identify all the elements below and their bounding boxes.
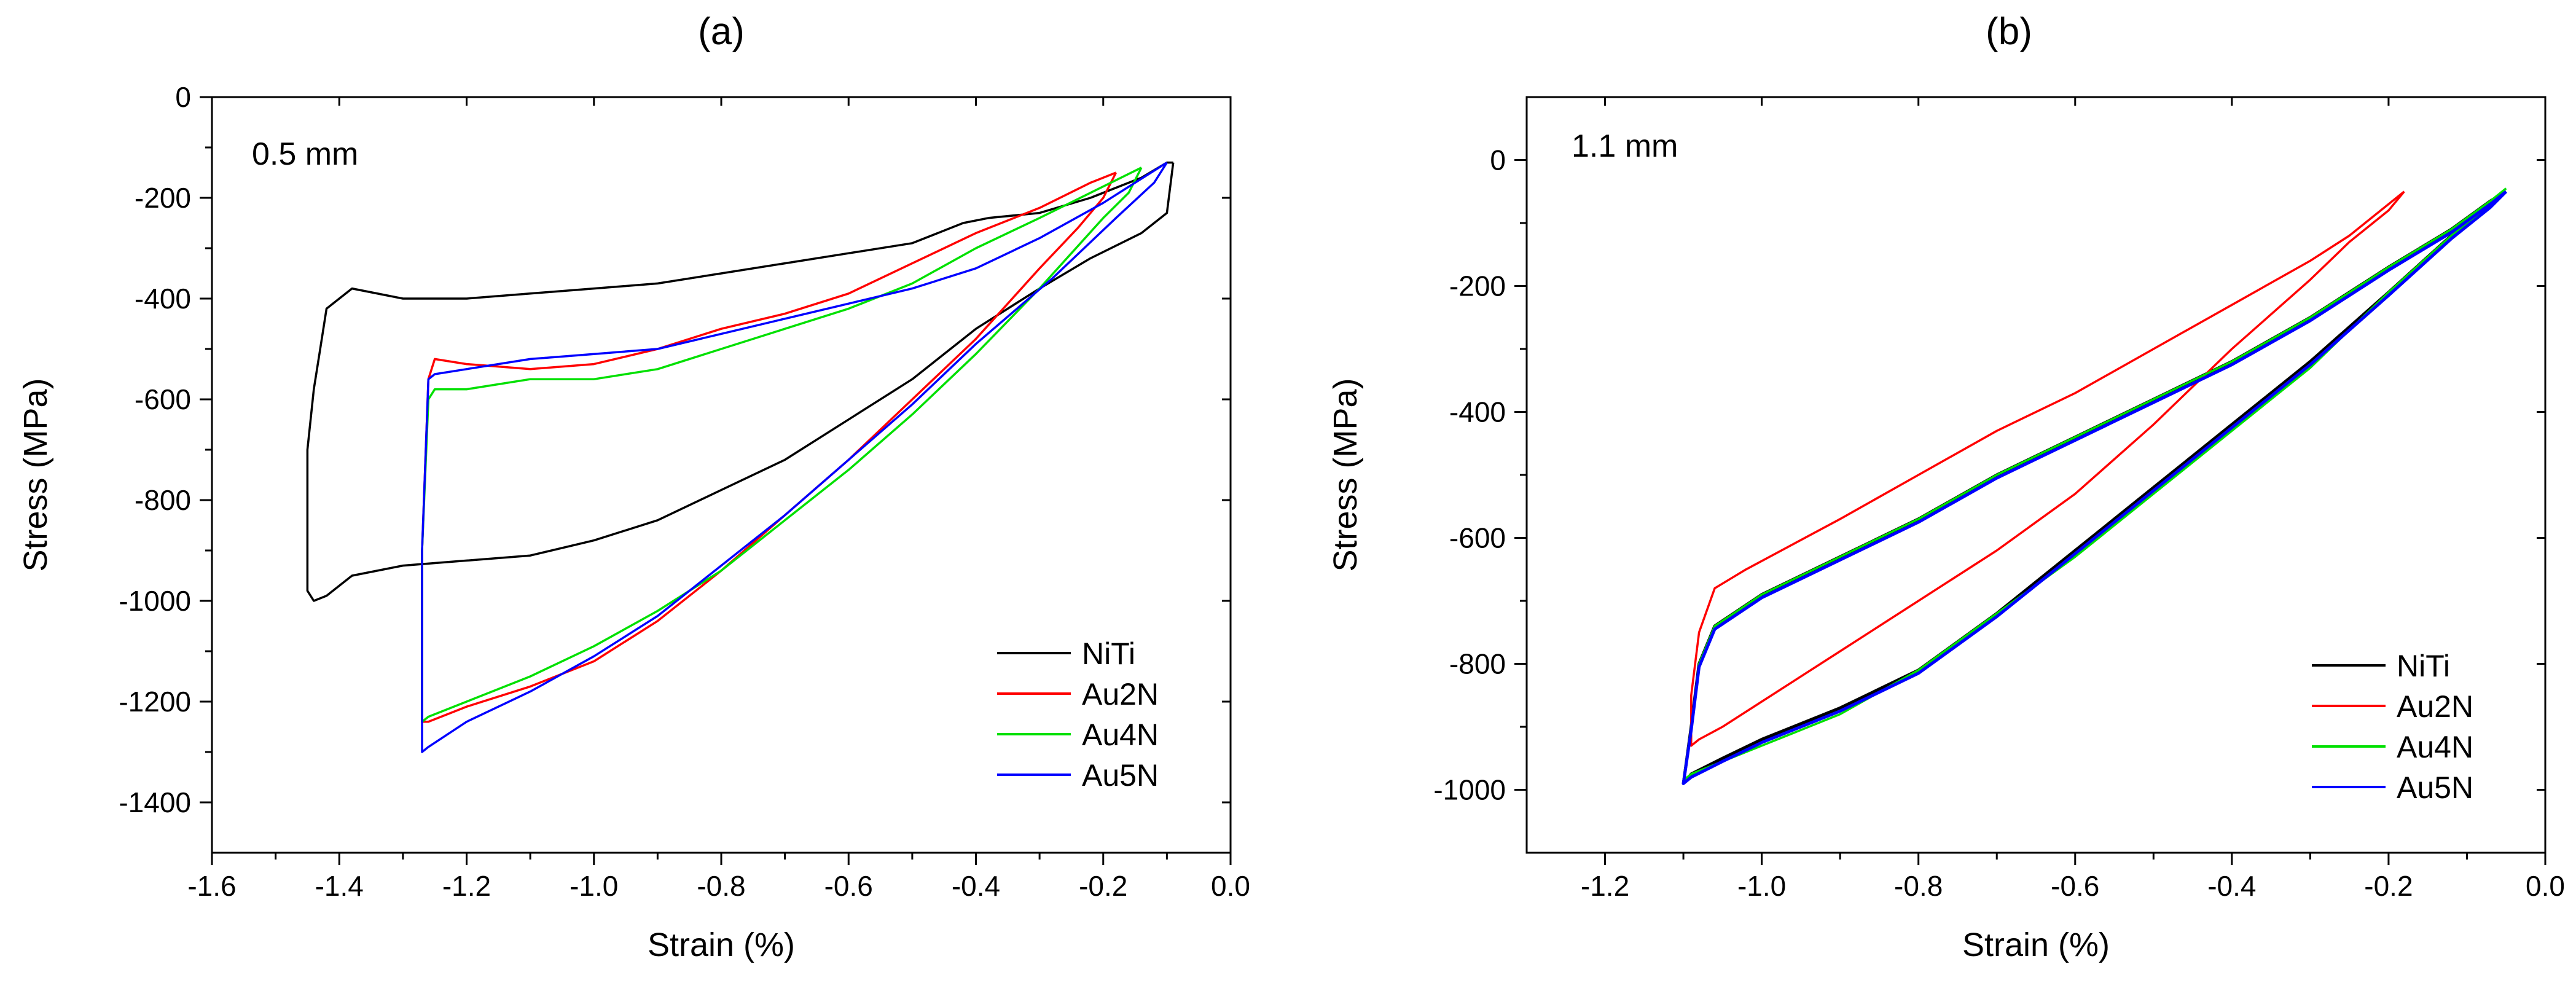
y-tick-label: -800 [1449,648,1506,680]
series-line-niti [1681,190,2507,785]
y-tick-label: -400 [1449,396,1506,428]
x-tick-label: -0.4 [952,870,1000,902]
x-tick-label: -0.2 [2364,870,2413,902]
chart-panel-b: (b) -1.2 -1.0 -0.8 -0.6 -0.4 -0.2 0.0 0 -200 -400 -… [1327,10,2565,963]
x-tick-label: -0.6 [2051,870,2099,902]
y-tick-label: -1000 [119,585,191,617]
y-tick-label: -400 [135,283,191,315]
legend-label-au5n: Au5N [2397,770,2473,805]
panel-label: (a) [698,10,745,53]
x-tick-label: -0.6 [824,870,873,902]
x-tick-label: 0.0 [2526,870,2565,902]
chart-panel-a: (a) -1.6 -1.4 -1.2 -1.0 -0.8 -0.6 -0.4 -0.2 0.0 0 -… [17,10,1250,963]
x-tick-label: -0.8 [697,870,745,902]
y-tick-label: 0 [175,81,191,113]
legend-label-au4n: Au4N [2397,730,2473,764]
y-tick-label: -1200 [119,686,191,718]
series-line-au5n [421,162,1168,753]
thickness-annotation: 0.5 mm [252,136,358,172]
plot-frame [1525,96,2547,854]
series-line-niti [306,161,1175,602]
legend-label-niti: NiTi [2397,649,2450,683]
x-tick-label: -1.4 [315,870,364,902]
x-tick-label: 0.0 [1211,870,1250,902]
y-tick-label: 0 [1490,144,1506,176]
y-tick-label: -600 [1449,522,1506,554]
legend-label-au4n: Au4N [1082,718,1159,752]
y-tick-label: -200 [135,182,191,214]
y-axis-title: Stress (MPa) [17,378,54,571]
x-tick-label: -0.4 [2207,870,2256,902]
y-tick-label: -800 [135,484,191,516]
legend-label-niti: NiTi [1082,636,1135,671]
y-tick-label: -1400 [119,786,191,818]
x-tick-label: -1.2 [442,870,491,902]
y-tick-label: -1000 [1433,774,1506,806]
series-line-au5n [1681,190,2507,785]
x-axis-title: Strain (%) [648,926,795,963]
series-line-au4n [421,166,1143,723]
legend-label-au2n: Au2N [1082,677,1159,711]
x-tick-label: -1.6 [187,870,236,902]
series-line-au2n [421,171,1118,723]
series-line-au4n [1682,187,2507,781]
x-tick-label: -1.2 [1581,870,1629,902]
x-tick-label: -1.0 [1737,870,1786,902]
y-tick-label: -200 [1449,270,1506,302]
y-tick-label: -600 [135,383,191,415]
legend-label-au2n: Au2N [2397,689,2473,724]
plot-frame [211,96,1232,854]
series-line-au2n [1690,190,2405,747]
x-axis-title: Strain (%) [1962,926,2110,963]
x-tick-label: -1.0 [570,870,618,902]
y-axis-title: Stress (MPa) [1327,378,1364,571]
panel-label: (b) [1986,10,2032,53]
thickness-annotation: 1.1 mm [1572,128,1678,164]
x-tick-label: -0.8 [1894,870,1943,902]
x-tick-label: -0.2 [1079,870,1127,902]
legend-label-au5n: Au5N [1082,758,1159,793]
